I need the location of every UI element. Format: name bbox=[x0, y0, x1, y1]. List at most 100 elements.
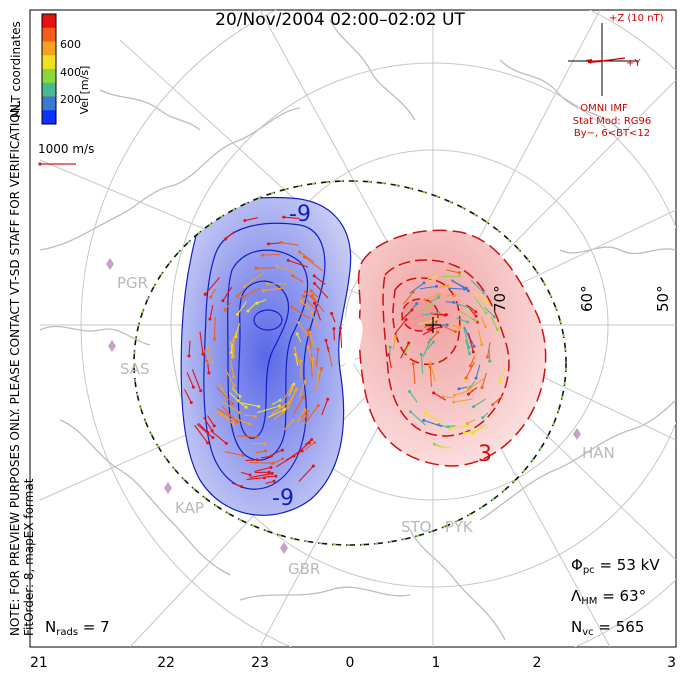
velocity-vector-origin bbox=[472, 344, 476, 348]
velocity-vector-origin bbox=[452, 300, 456, 304]
imf-source: OMNI IMF bbox=[580, 103, 628, 114]
velocity-vector bbox=[481, 372, 487, 388]
velocity-vector bbox=[224, 451, 243, 456]
velocity-vector-origin bbox=[423, 411, 427, 415]
velocity-vector-origin bbox=[293, 346, 297, 350]
velocity-vector-origin bbox=[191, 385, 195, 389]
mlt-tick-label: 23 bbox=[251, 655, 269, 671]
imf-z-label: +Z (10 nT) bbox=[609, 13, 664, 24]
stat-n-rads: Nrads = 7 bbox=[45, 618, 110, 638]
velocity-vector bbox=[231, 482, 242, 487]
velocity-vector-origin bbox=[317, 371, 321, 375]
velocity-vector-origin bbox=[435, 317, 439, 321]
velocity-vector bbox=[313, 302, 322, 321]
velocity-vector-origin bbox=[266, 282, 270, 286]
velocity-vector-origin bbox=[261, 253, 265, 257]
velocity-vector-origin bbox=[306, 328, 310, 332]
velocity-vector-origin bbox=[282, 410, 286, 414]
velocity-vector bbox=[400, 309, 413, 321]
velocity-vector bbox=[203, 416, 213, 431]
velocity-vector-origin bbox=[432, 442, 436, 446]
velocity-vector bbox=[216, 386, 233, 404]
mlt-axis: 21 22 23 0 1 2 3 bbox=[30, 655, 676, 671]
velocity-vector-origin bbox=[274, 474, 278, 478]
velocity-vector-origin bbox=[474, 310, 478, 314]
svg-text:Φpc = 53 kV: Φpc = 53 kV bbox=[571, 556, 660, 576]
lat-label-60: 60° bbox=[578, 285, 596, 312]
velocity-vector-origin bbox=[243, 219, 247, 223]
velocity-vector bbox=[402, 345, 409, 359]
velocity-vector-origin bbox=[471, 350, 475, 354]
station-pyk: PYK bbox=[445, 518, 474, 536]
velocity-vector bbox=[321, 399, 329, 416]
velocity-vector-origin bbox=[408, 389, 412, 393]
map-title: 20/Nov/2004 02:00–02:02 UT bbox=[215, 10, 465, 30]
velocity-vector-origin bbox=[224, 441, 228, 445]
velocity-vector bbox=[304, 256, 323, 272]
velocity-vector bbox=[287, 390, 296, 410]
velocity-vector-origin bbox=[474, 314, 478, 318]
velocity-vector-origin bbox=[282, 215, 286, 219]
velocity-vector bbox=[194, 424, 209, 444]
velocity-vector-origin bbox=[388, 345, 392, 349]
velocity-vector bbox=[225, 369, 235, 386]
negative-cell bbox=[180, 196, 352, 516]
velocity-vector-origin bbox=[287, 400, 291, 404]
velocity-vector bbox=[216, 411, 237, 423]
velocity-vector bbox=[196, 423, 214, 439]
velocity-vector-origin bbox=[295, 332, 299, 336]
stations: PGR SAS KAP GBR STO PYK HAN bbox=[106, 258, 615, 578]
velocity-vector-origin bbox=[432, 391, 436, 395]
velocity-vector bbox=[228, 392, 239, 402]
velocity-vector bbox=[231, 387, 241, 397]
velocity-vector bbox=[263, 287, 284, 292]
velocity-vector bbox=[188, 340, 191, 357]
velocity-vector-origin bbox=[468, 364, 472, 368]
velocity-vector-origin bbox=[484, 311, 488, 315]
velocity-vector-origin bbox=[231, 401, 235, 405]
mlt-tick-label: 3 bbox=[667, 655, 676, 671]
velocity-vector-origin bbox=[261, 289, 265, 293]
velocity-vector-origin bbox=[267, 470, 271, 474]
mlt-tick-label: 0 bbox=[346, 655, 355, 671]
colorbar-segment bbox=[42, 55, 56, 70]
stat-phi-pc: Φpc = 53 kV bbox=[571, 556, 660, 576]
velocity-vector bbox=[454, 388, 475, 396]
velocity-vector-origin bbox=[278, 398, 282, 402]
velocity-vector-origin bbox=[457, 271, 461, 275]
velocity-vector bbox=[443, 326, 456, 333]
velocity-vector bbox=[422, 329, 433, 336]
colorbar-segment bbox=[42, 27, 56, 42]
velocity-vector bbox=[260, 455, 272, 459]
velocity-vector-origin bbox=[339, 326, 343, 330]
velocity-vector-origin bbox=[474, 319, 478, 323]
velocity-vector-origin bbox=[313, 281, 317, 285]
velocity-vector-origin bbox=[221, 299, 225, 303]
velocity-vector bbox=[262, 254, 281, 256]
velocity-vector bbox=[291, 306, 311, 320]
velocity-vector bbox=[499, 371, 504, 383]
velocity-vector bbox=[256, 405, 280, 414]
velocity-vector bbox=[315, 372, 320, 390]
velocity-vector-origin bbox=[320, 366, 324, 370]
velocity-vector-origin bbox=[255, 301, 259, 305]
velocity-vector-origin bbox=[257, 404, 261, 408]
colorbar-segment bbox=[42, 110, 56, 125]
velocity-vector bbox=[467, 305, 477, 313]
velocity-vector bbox=[271, 401, 290, 415]
velocity-vector-origin bbox=[453, 293, 457, 297]
colorbar-segment bbox=[42, 41, 56, 56]
velocity-vector-origin bbox=[205, 359, 209, 363]
velocity-vector-origin bbox=[458, 326, 462, 330]
velocity-vector bbox=[438, 285, 448, 288]
velocity-vector-origin bbox=[472, 405, 476, 409]
velocity-vector-origin bbox=[411, 290, 415, 294]
velocity-vector bbox=[472, 424, 488, 434]
velocity-vector bbox=[203, 349, 208, 362]
preview-note: NOTE: FOR PREVIEW PURPOSES ONLY. PLEASE … bbox=[8, 100, 22, 636]
velocity-vector-origin bbox=[189, 401, 193, 405]
velocity-vector-origin bbox=[436, 330, 440, 334]
velocity-vector-origin bbox=[480, 342, 484, 346]
velocity-vector bbox=[304, 442, 315, 451]
pole-marker bbox=[425, 317, 441, 333]
